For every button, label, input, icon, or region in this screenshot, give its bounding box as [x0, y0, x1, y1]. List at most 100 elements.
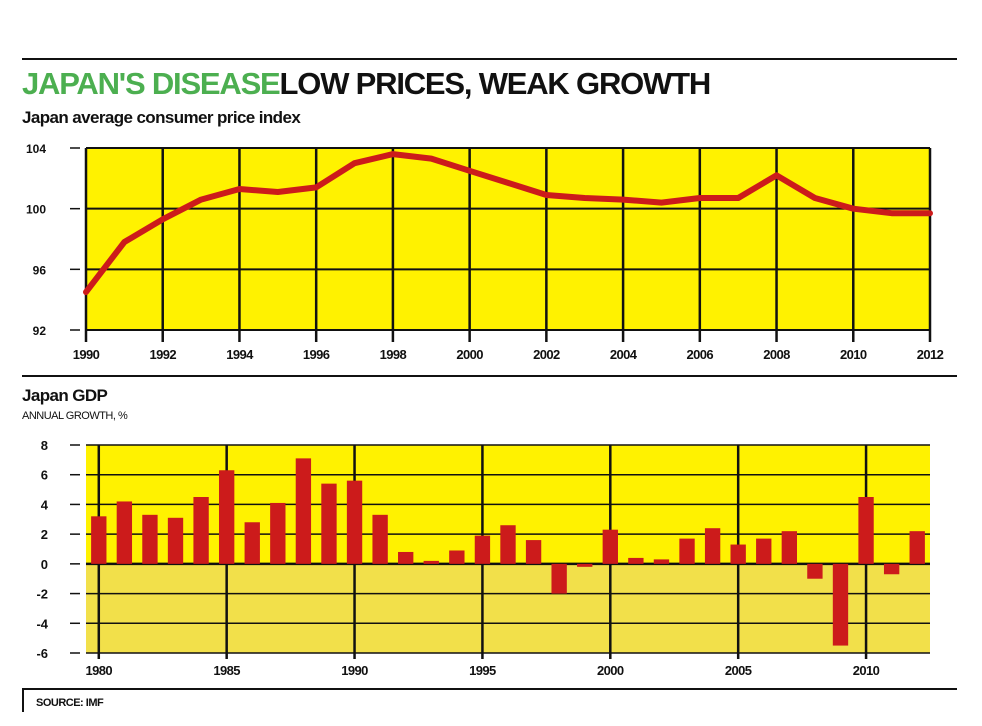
gdp-bar: [244, 522, 260, 564]
gdp-bar: [679, 538, 695, 564]
gdp-bar: [449, 550, 465, 564]
gdp-bar: [500, 525, 516, 564]
gdp-xtick-label: 2010: [853, 663, 880, 678]
cpi-data-point: [236, 186, 242, 192]
gdp-ytick-label: 2: [41, 527, 48, 542]
gdp-ytick-label: 8: [41, 438, 48, 453]
cpi-xtick-label: 1990: [73, 347, 100, 362]
cpi-data-point: [198, 197, 204, 203]
cpi-data-point: [812, 195, 818, 201]
source-left-rule: [22, 688, 24, 712]
gdp-bar: [832, 563, 849, 646]
gdp-plot-area-negative: [86, 563, 930, 653]
cpi-chart-title: Japan average consumer price index: [22, 108, 301, 127]
headline: JAPAN'S DISEASELOW PRICES, WEAK GROWTH: [22, 66, 712, 102]
gdp-bar: [295, 458, 312, 564]
gdp-xtick-label: 1985: [213, 663, 240, 678]
gdp-bar: [321, 483, 337, 564]
gdp-bar: [91, 516, 107, 564]
cpi-data-point: [467, 168, 473, 174]
cpi-xtick-label: 2010: [840, 347, 867, 362]
cpi-ytick-label: 104: [26, 142, 46, 156]
top-rule: [22, 58, 957, 60]
gdp-bar: [372, 514, 388, 564]
cpi-data-point: [697, 195, 703, 201]
cpi-xtick-label: 1992: [149, 347, 176, 362]
gdp-ytick-label: 4: [41, 497, 49, 512]
gdp-bar: [218, 470, 235, 564]
cpi-data-point: [121, 239, 127, 245]
gdp-chart-title: Japan GDP: [22, 386, 108, 405]
gdp-bar: [525, 540, 542, 564]
gdp-bar: [628, 557, 644, 564]
gdp-bar: [730, 544, 746, 564]
cpi-ytick-label: 96: [33, 263, 47, 277]
gdp-bar: [474, 535, 491, 564]
cpi-plot-area: [86, 148, 930, 330]
gdp-bar: [116, 501, 133, 564]
cpi-data-point: [352, 160, 358, 166]
gdp-bar: [909, 531, 925, 564]
gdp-ytick-label: 0: [41, 557, 48, 572]
gdp-bar: [883, 563, 900, 575]
gdp-bar: [270, 502, 286, 564]
cpi-data-point: [275, 189, 281, 195]
gdp-xtick-label: 2005: [725, 663, 752, 678]
source-note: SOURCE: IMF: [36, 697, 104, 709]
gdp-bar: [858, 497, 874, 564]
cpi-data-point: [582, 195, 588, 201]
gdp-ytick-label: -4: [36, 616, 48, 631]
cpi-data-point: [927, 210, 933, 216]
gdp-xtick-label: 1995: [469, 663, 496, 678]
gdp-ytick-label: -6: [36, 646, 48, 661]
cpi-data-point: [543, 192, 549, 198]
cpi-data-point: [658, 200, 664, 206]
cpi-data-point: [390, 151, 396, 157]
cpi-ytick-label: 92: [33, 324, 47, 338]
cpi-xtick-label: 1998: [380, 347, 407, 362]
gdp-bar: [142, 514, 158, 564]
gdp-bar: [781, 531, 798, 564]
cpi-data-point: [735, 195, 741, 201]
middle-rule: [22, 375, 957, 377]
cpi-data-point: [774, 172, 780, 178]
gdp-bar: [602, 529, 618, 564]
cpi-data-point: [505, 180, 511, 186]
bottom-rule: [22, 688, 957, 690]
headline-green: JAPAN'S DISEASE: [22, 66, 281, 101]
headline-black: LOW PRICES, WEAK GROWTH: [279, 66, 712, 101]
cpi-xtick-label: 2012: [917, 347, 944, 362]
cpi-data-point: [160, 216, 166, 222]
gdp-bar: [577, 563, 593, 567]
gdp-bar: [423, 560, 439, 564]
gdp-bar: [653, 559, 670, 564]
cpi-xtick-label: 2006: [687, 347, 714, 362]
gdp-ytick-label: 6: [41, 468, 48, 483]
gdp-chart-subtitle: ANNUAL GROWTH, %: [22, 410, 128, 422]
cpi-xtick-label: 2000: [456, 347, 483, 362]
gdp-bar: [704, 528, 721, 564]
cpi-data-point: [83, 289, 89, 295]
cpi-ytick-label: 100: [26, 203, 46, 217]
gdp-bar: [756, 538, 772, 564]
cpi-xtick-label: 2002: [533, 347, 560, 362]
cpi-xtick-label: 1994: [226, 347, 254, 362]
gdp-xtick-label: 2000: [597, 663, 624, 678]
cpi-data-point: [313, 184, 319, 190]
gdp-bar: [398, 551, 414, 564]
gdp-xtick-label: 1980: [86, 663, 113, 678]
cpi-xtick-label: 1996: [303, 347, 330, 362]
cpi-data-point: [850, 206, 856, 212]
gdp-bar: [551, 563, 567, 594]
gdp-ytick-label: -2: [36, 587, 48, 602]
gdp-bar: [193, 497, 209, 564]
cpi-xtick-label: 2004: [610, 347, 638, 362]
gdp-bar: [346, 480, 363, 564]
gdp-bar: [807, 563, 823, 579]
cpi-data-point: [620, 197, 626, 203]
gdp-xtick-label: 1990: [341, 663, 368, 678]
gdp-bar: [167, 517, 184, 564]
cpi-data-point: [428, 156, 434, 162]
cpi-data-point: [889, 210, 895, 216]
